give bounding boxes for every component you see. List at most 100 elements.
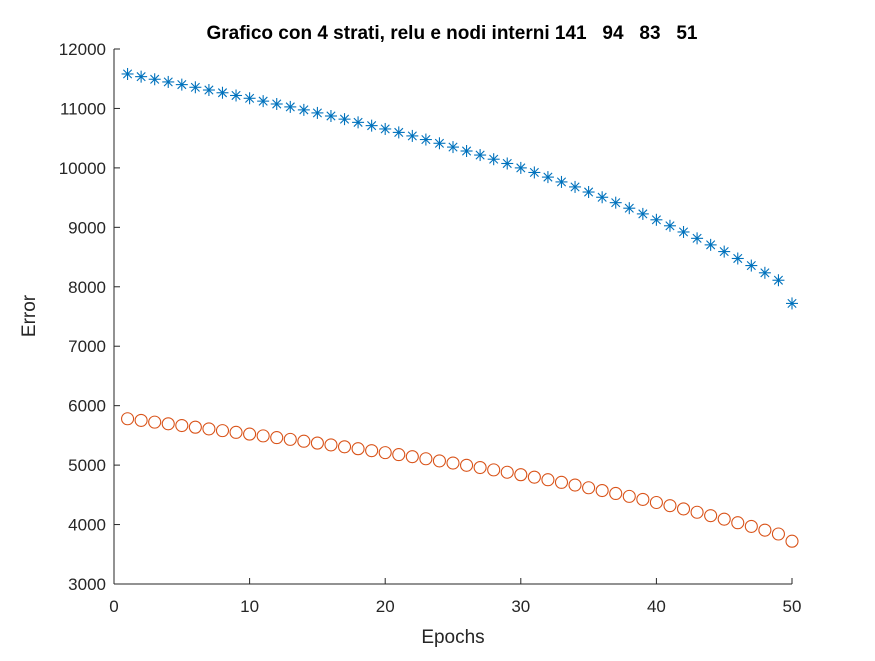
data-point-circle bbox=[785, 534, 799, 548]
data-point-asterisk bbox=[216, 86, 229, 99]
data-point-circle bbox=[256, 429, 270, 443]
data-point-asterisk bbox=[704, 238, 717, 251]
data-point-circle bbox=[283, 432, 297, 446]
data-point-asterisk bbox=[257, 95, 270, 108]
data-point-circle bbox=[636, 492, 650, 506]
y-ticks: 3000 4000 5000 6000 7000 8000 9000 10000 11000 12… bbox=[59, 40, 120, 594]
data-point-asterisk bbox=[487, 153, 500, 166]
data-point-asterisk bbox=[772, 274, 785, 287]
data-point-asterisk bbox=[284, 100, 297, 113]
data-point-circle bbox=[595, 484, 609, 498]
data-point-asterisk bbox=[596, 191, 609, 204]
data-point-circle bbox=[243, 427, 257, 441]
data-point-asterisk bbox=[609, 196, 622, 209]
data-point-circle bbox=[337, 440, 352, 454]
series-layer bbox=[121, 67, 799, 548]
data-point-asterisk bbox=[419, 133, 432, 146]
data-point-asterisk bbox=[623, 202, 636, 215]
y-tick-label: 12000 bbox=[59, 40, 106, 59]
y-axis-label: Error bbox=[19, 294, 40, 337]
data-point-asterisk bbox=[501, 157, 514, 170]
data-point-circle bbox=[649, 495, 663, 510]
data-point-circle bbox=[758, 523, 772, 537]
y-tick-label: 7000 bbox=[68, 337, 106, 356]
data-point-asterisk bbox=[297, 103, 310, 116]
y-tick-label: 8000 bbox=[68, 278, 106, 297]
data-point-asterisk bbox=[731, 252, 744, 265]
data-point-circle bbox=[446, 456, 460, 470]
data-point-asterisk bbox=[718, 245, 731, 258]
data-point-circle bbox=[663, 499, 677, 513]
data-point-asterisk bbox=[230, 89, 243, 102]
y-tick-label: 11000 bbox=[60, 99, 106, 118]
data-point-circle bbox=[704, 509, 718, 523]
data-point-circle bbox=[690, 505, 704, 519]
y-tick-label: 3000 bbox=[68, 575, 106, 594]
data-point-circle bbox=[134, 413, 148, 427]
data-point-circle bbox=[202, 422, 216, 436]
data-point-circle bbox=[419, 452, 433, 466]
data-point-asterisk bbox=[202, 84, 215, 97]
data-point-asterisk bbox=[433, 137, 446, 150]
data-point-circle bbox=[297, 434, 311, 448]
data-point-asterisk bbox=[365, 119, 378, 132]
data-point-asterisk bbox=[379, 122, 392, 135]
data-point-asterisk bbox=[243, 92, 256, 105]
data-point-circle bbox=[676, 502, 691, 516]
data-point-circle bbox=[324, 438, 338, 452]
data-point-asterisk bbox=[324, 109, 337, 122]
data-point-asterisk bbox=[135, 70, 148, 83]
data-point-circle bbox=[365, 444, 379, 458]
data-point-asterisk bbox=[677, 225, 690, 238]
series-circle bbox=[121, 412, 799, 548]
y-tick-label: 10000 bbox=[59, 159, 106, 178]
chart-title: Grafico con 4 strati, relu e nodi intern… bbox=[206, 23, 697, 44]
y-tick-label: 6000 bbox=[68, 397, 106, 416]
data-point-circle bbox=[568, 478, 582, 492]
data-point-circle bbox=[554, 475, 569, 489]
y-tick-label: 5000 bbox=[68, 456, 106, 475]
data-point-circle bbox=[188, 420, 202, 434]
y-tick-label: 9000 bbox=[68, 218, 106, 237]
data-point-circle bbox=[310, 436, 324, 450]
data-point-asterisk bbox=[745, 259, 758, 272]
data-point-circle bbox=[731, 516, 745, 530]
data-point-circle bbox=[121, 412, 135, 426]
data-point-circle bbox=[527, 470, 541, 484]
data-point-circle bbox=[432, 454, 446, 468]
data-point-asterisk bbox=[352, 116, 365, 129]
data-point-asterisk bbox=[541, 171, 554, 184]
data-point-circle bbox=[161, 417, 175, 431]
x-tick-label: 40 bbox=[647, 597, 666, 616]
data-point-circle bbox=[473, 460, 487, 475]
data-point-asterisk bbox=[663, 219, 676, 232]
data-point-circle bbox=[514, 468, 528, 482]
data-point-asterisk bbox=[162, 75, 175, 88]
data-point-asterisk bbox=[758, 266, 771, 279]
x-tick-label: 10 bbox=[240, 597, 259, 616]
data-point-circle bbox=[229, 425, 243, 439]
data-point-circle bbox=[744, 519, 758, 533]
data-point-circle bbox=[351, 442, 365, 456]
data-point-asterisk bbox=[528, 166, 541, 179]
data-point-asterisk bbox=[311, 106, 324, 119]
data-point-circle bbox=[771, 527, 785, 541]
data-point-asterisk bbox=[514, 161, 527, 174]
data-point-circle bbox=[460, 458, 474, 472]
data-point-circle bbox=[717, 512, 731, 526]
x-tick-label: 30 bbox=[511, 597, 530, 616]
x-ticks: 0 10 20 30 40 50 bbox=[109, 578, 801, 616]
data-point-asterisk bbox=[406, 129, 419, 142]
data-point-asterisk bbox=[569, 180, 582, 193]
data-point-asterisk bbox=[460, 145, 473, 158]
data-point-circle bbox=[582, 481, 596, 495]
data-point-asterisk bbox=[338, 113, 351, 126]
data-point-circle bbox=[541, 473, 555, 487]
data-point-circle bbox=[175, 418, 189, 433]
data-point-asterisk bbox=[474, 149, 487, 162]
data-point-asterisk bbox=[555, 175, 568, 188]
data-point-asterisk bbox=[121, 67, 134, 80]
data-point-circle bbox=[405, 450, 419, 464]
